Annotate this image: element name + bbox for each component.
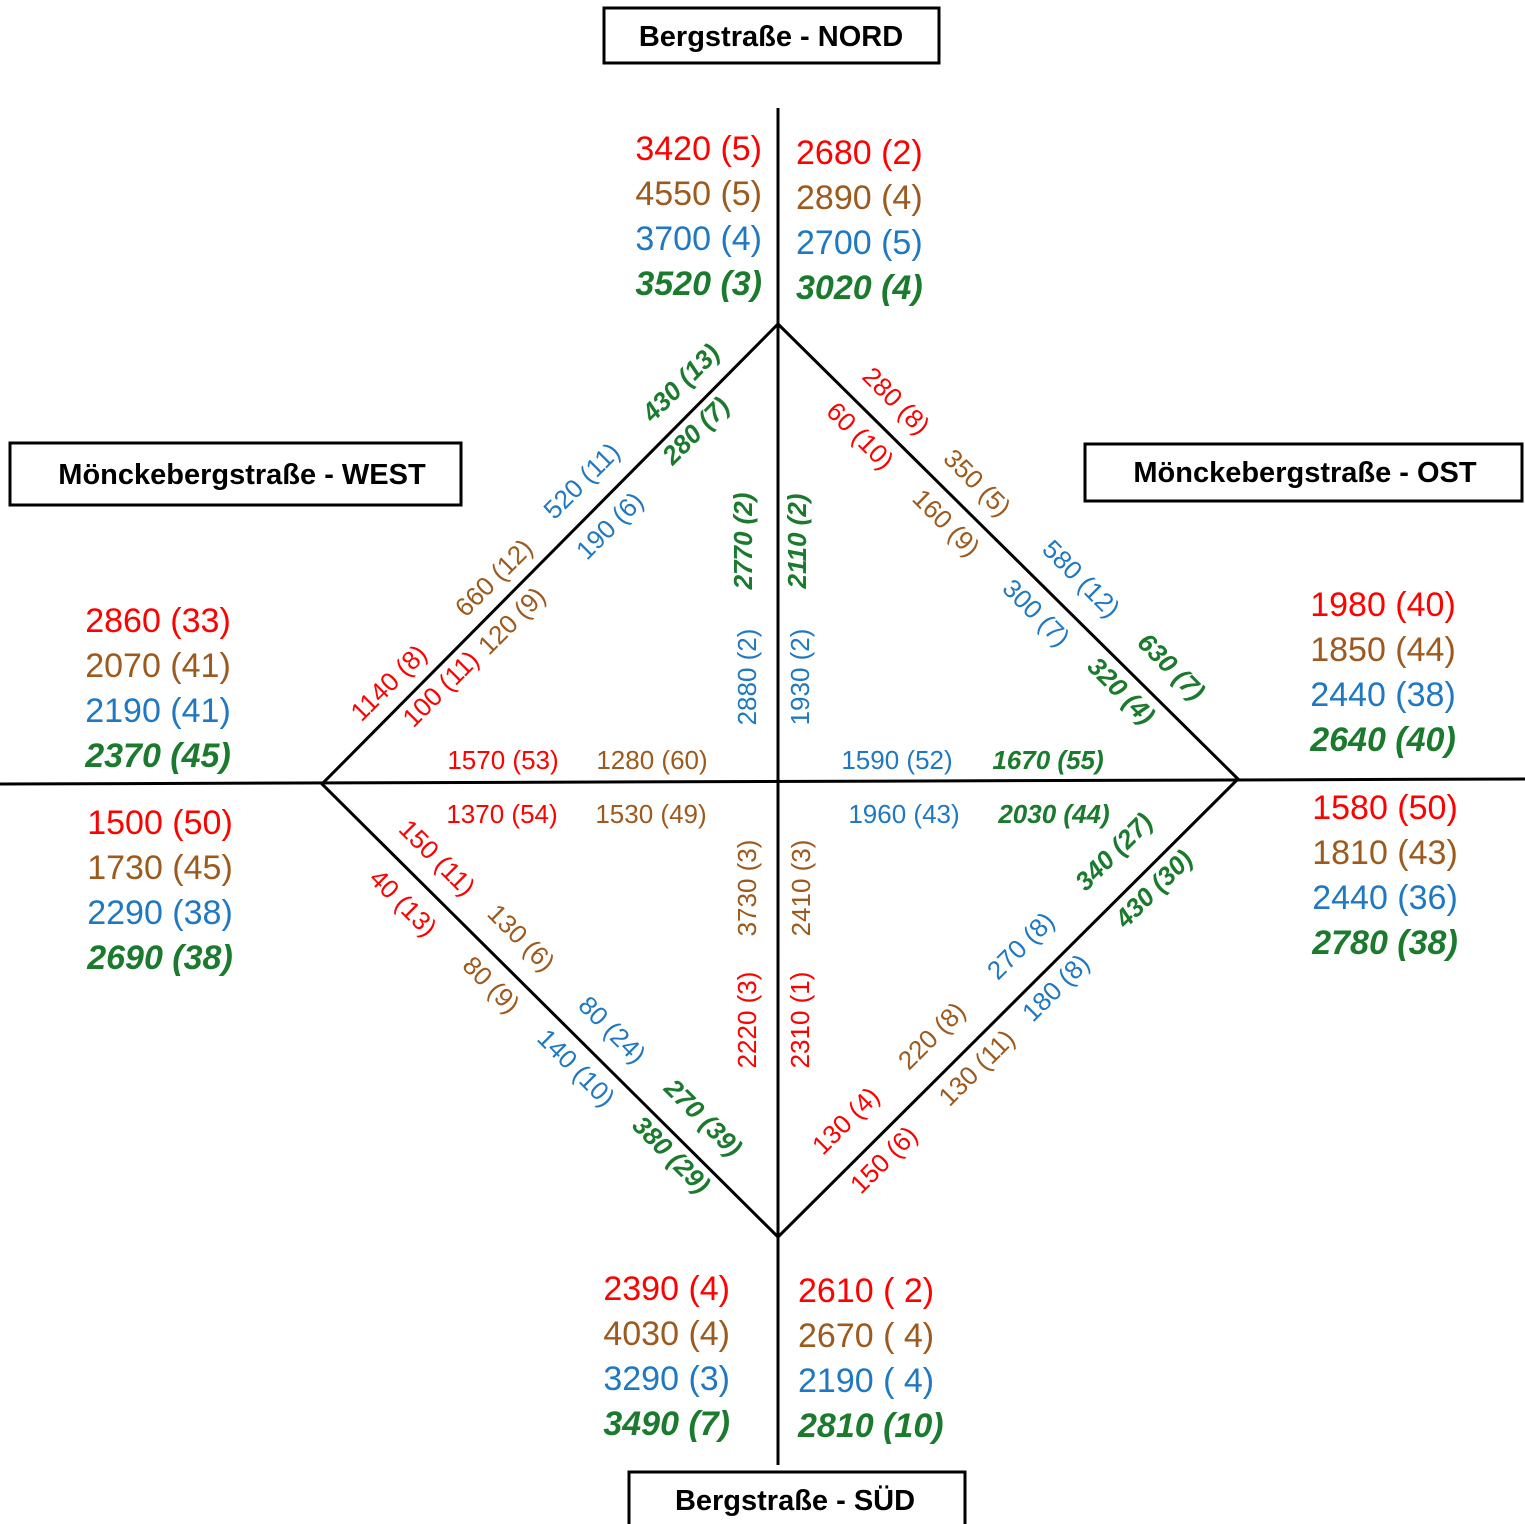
approach-count-north-left: 4550 (5) <box>635 175 762 213</box>
street-label-north: Bergstraße - NORD <box>602 6 941 65</box>
street-label-east-box <box>1083 442 1524 503</box>
approach-count-west-top: 2070 (41) <box>85 647 231 685</box>
road-lines <box>0 108 1525 1465</box>
center-count-north-left: 2880 (2) <box>732 629 762 726</box>
approach-count-south-left: 4030 (4) <box>603 1315 730 1353</box>
approach-count-west-top: 2370 (45) <box>84 737 231 775</box>
center-count-west-lower: 1370 (54) <box>446 799 557 829</box>
west-road-line <box>0 777 1525 786</box>
street-label-south-text: Bergstraße - SÜD <box>675 1484 915 1517</box>
center-count-south-right: 2310 (1) <box>785 972 815 1069</box>
center-count-east-upper: 1590 (52) <box>841 745 952 775</box>
center-count-south-left: 2220 (3) <box>732 972 762 1069</box>
center-count-south-right: 2410 (3) <box>786 840 816 937</box>
approach-count-east-bottom: 1580 (50) <box>1312 789 1458 827</box>
street-label-south: Bergstraße - SÜD <box>627 1470 967 1524</box>
approach-count-east-top: 2640 (40) <box>1309 721 1456 759</box>
center-count-west-lower: 1530 (49) <box>595 799 706 829</box>
approach-count-east-top: 2440 (38) <box>1310 676 1456 714</box>
approach-count-north-right: 2680 (2) <box>796 134 923 172</box>
street-label-west-text: Mönckebergstraße - WEST <box>58 459 426 491</box>
street-name-boxes: Bergstraße - NORD Mönckebergstraße - WES… <box>8 6 1524 1524</box>
edge-count-sw-outer: 80 (9) <box>457 950 526 1019</box>
edge-count-ne-inner: 300 (7) <box>997 573 1076 652</box>
street-label-west: Mönckebergstraße - WEST <box>8 441 463 507</box>
center-count-east-lower: 1960 (43) <box>848 799 959 829</box>
approach-count-west-bottom: 1500 (50) <box>87 804 233 842</box>
approach-count-north-right: 2700 (5) <box>796 224 923 262</box>
approach-count-south-right: 2610 ( 2) <box>798 1272 934 1310</box>
street-label-south-box <box>627 1470 967 1524</box>
approach-count-north-right: 2890 (4) <box>796 179 923 217</box>
approach-count-south-left: 3490 (7) <box>603 1405 730 1443</box>
street-label-east-text: Mönckebergstraße - OST <box>1133 457 1477 489</box>
approach-count-west-bottom: 1730 (45) <box>87 849 233 887</box>
approach-count-east-top: 1850 (44) <box>1310 631 1456 669</box>
approach-count-south-left: 2390 (4) <box>603 1270 730 1308</box>
approach-count-west-bottom: 2290 (38) <box>87 894 233 932</box>
approach-count-west-bottom: 2690 (38) <box>86 939 233 977</box>
center-count-west-upper: 1280 (60) <box>596 745 707 775</box>
center-count-east-upper: 1670 (55) <box>992 745 1103 775</box>
approach-count-south-right: 2190 ( 4) <box>798 1362 934 1400</box>
street-label-east: Mönckebergstraße - OST <box>1083 442 1524 503</box>
center-count-south-left: 3730 (3) <box>732 840 762 937</box>
approach-count-north-right: 3020 (4) <box>796 269 923 307</box>
approach-count-west-top: 2860 (33) <box>85 602 231 640</box>
street-label-west-box <box>8 441 463 507</box>
count-labels: 3420 (5) 4550 (5) 3700 (4) 3520 (3) 2680 (2)… <box>84 130 1458 1445</box>
approach-count-east-bottom: 1810 (43) <box>1312 834 1458 872</box>
approach-count-north-left: 3420 (5) <box>635 130 762 168</box>
roundabout-diamond <box>319 321 1241 1240</box>
approach-count-south-left: 3290 (3) <box>603 1360 730 1398</box>
street-label-north-box <box>602 6 941 65</box>
approach-count-east-top: 1980 (40) <box>1310 586 1456 624</box>
center-count-west-upper: 1570 (53) <box>447 745 558 775</box>
approach-count-south-right: 2810 (10) <box>797 1407 944 1445</box>
edge-count-sw-outer: 40 (13) <box>364 863 443 942</box>
approach-count-east-bottom: 2440 (36) <box>1312 879 1458 917</box>
approach-count-north-left: 3700 (4) <box>635 220 762 258</box>
center-count-east-lower: 2030 (44) <box>997 799 1109 829</box>
approach-count-west-top: 2190 (41) <box>85 692 231 730</box>
center-count-north-right: 1930 (2) <box>785 629 815 726</box>
approach-count-south-right: 2670 ( 4) <box>798 1317 934 1355</box>
street-label-north-text: Bergstraße - NORD <box>639 21 903 53</box>
center-count-north-right: 2110 (2) <box>782 494 812 590</box>
center-count-north-left: 2770 (2) <box>728 493 758 591</box>
approach-count-north-left: 3520 (3) <box>635 265 762 303</box>
approach-count-east-bottom: 2780 (38) <box>1311 924 1458 962</box>
